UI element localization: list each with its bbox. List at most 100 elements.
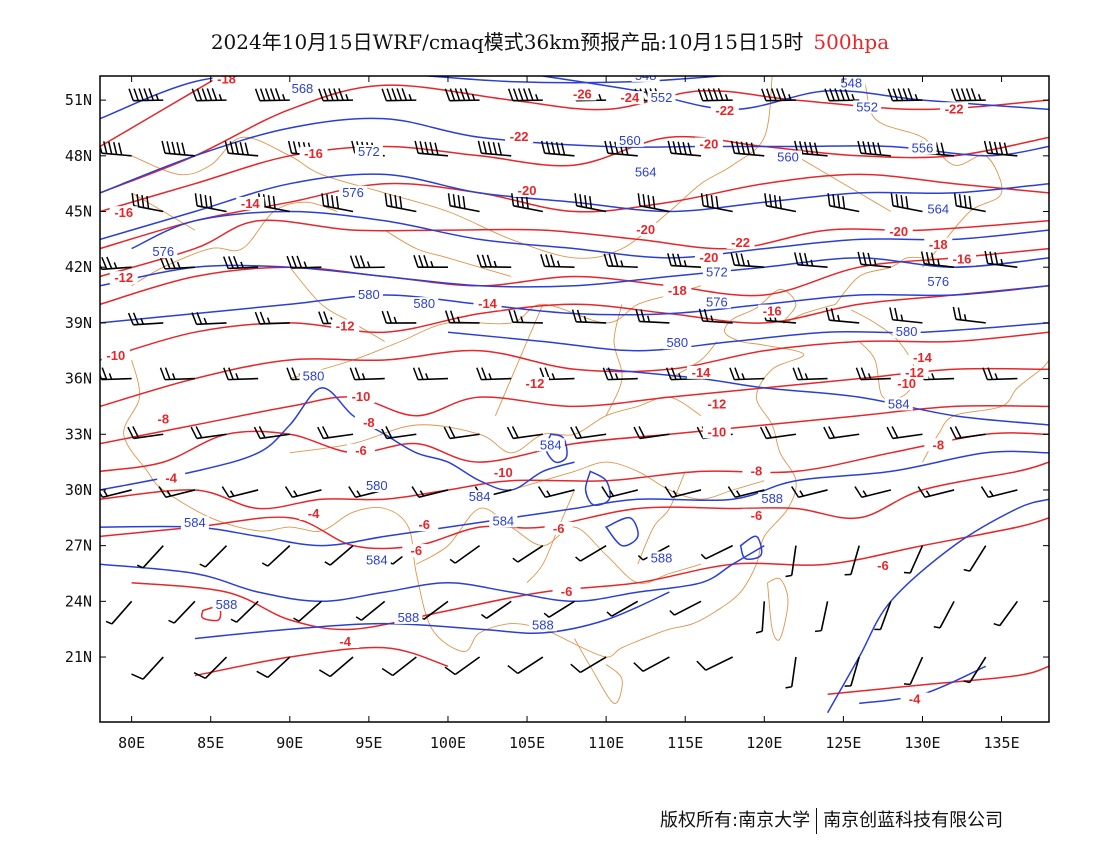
height-contour-line — [420, 76, 729, 84]
height-label-background — [924, 202, 953, 216]
wind-barb — [794, 140, 828, 157]
wind-barb — [476, 367, 512, 381]
height-label-background — [631, 76, 660, 82]
wind-barb — [261, 545, 291, 567]
temperature-label-background — [236, 196, 265, 210]
boundary-line — [289, 285, 702, 380]
wind-barbs — [100, 88, 1019, 689]
temperature-label-background — [520, 377, 549, 391]
temperature-label: -24 — [620, 90, 640, 105]
wind-barb — [917, 486, 955, 498]
temperature-label: -20 — [700, 250, 719, 265]
height-label: 564 — [927, 202, 949, 217]
wind-barb — [950, 88, 986, 102]
wind-barb — [730, 140, 765, 157]
wind-barb — [952, 306, 986, 324]
wind-barb — [633, 656, 670, 673]
lon-tick-label: 90E — [276, 734, 303, 752]
wind-barb — [444, 310, 480, 324]
height-label-background — [288, 81, 317, 95]
height-label-background — [647, 551, 676, 565]
temperature-label: -10 — [352, 389, 371, 404]
lon-tick-label: 80E — [118, 734, 145, 752]
height-label: 576 — [927, 274, 949, 289]
height-label: 552 — [651, 90, 673, 105]
height-label: 552 — [856, 99, 878, 114]
temperature-label: -12 — [707, 396, 726, 411]
wind-barb — [318, 88, 354, 102]
wind-barb — [158, 486, 196, 498]
wind-barb — [127, 312, 164, 326]
lat-tick-label: 27N — [65, 537, 92, 555]
wind-barb — [543, 600, 575, 618]
temperature-label: -10 — [897, 376, 916, 391]
wind-barb — [903, 656, 924, 686]
temperature-label: -12 — [526, 376, 545, 391]
isotherm-line — [100, 76, 222, 148]
temperature-label-background — [568, 87, 597, 101]
wind-barb — [603, 253, 638, 269]
lon-tick-label: 110E — [588, 734, 624, 752]
temperature-label-background — [331, 319, 360, 333]
wind-barb — [256, 656, 291, 679]
wind-barb — [222, 255, 259, 270]
wind-barb — [199, 545, 228, 568]
boundary-line — [131, 201, 338, 287]
wind-barb — [667, 253, 702, 268]
lat-tick-label: 33N — [65, 425, 92, 443]
height-label: 580 — [303, 369, 325, 384]
height-label: 588 — [216, 597, 238, 612]
wind-barb — [540, 140, 575, 157]
wind-barb — [785, 656, 797, 689]
height-contour-line — [826, 498, 1049, 714]
temperature-label: -20 — [518, 183, 537, 198]
wind-barb — [512, 544, 544, 563]
height-label: 548 — [635, 68, 657, 83]
temperature-label-background — [940, 102, 969, 116]
temperature-label: -12 — [905, 365, 924, 380]
temperature-label-background — [663, 284, 692, 298]
wind-barb — [635, 309, 670, 324]
wind-barb — [324, 545, 354, 566]
boundary-line — [384, 229, 512, 277]
wind-barb — [764, 193, 797, 213]
temperature-label: -10 — [106, 348, 125, 363]
temperature-label-background — [505, 130, 534, 144]
boundary-line — [131, 192, 196, 231]
temperature-label-background — [212, 76, 241, 86]
temperature-label: -26 — [573, 86, 592, 101]
temperature-label-background — [884, 224, 913, 238]
wind-barb — [606, 600, 639, 617]
temperature-label: -16 — [304, 146, 323, 161]
wind-barb — [827, 193, 860, 213]
height-label: 580 — [358, 287, 380, 302]
height-label: 588 — [761, 491, 783, 506]
wind-barb — [127, 426, 164, 440]
height-label: 580 — [413, 296, 435, 311]
wind-barb — [224, 140, 259, 157]
height-contour-line — [100, 117, 1049, 194]
lat-tick-label: 48N — [65, 147, 92, 165]
wind-barb — [159, 256, 195, 270]
temperature-label-background — [702, 397, 731, 411]
temperature-label-background — [742, 508, 771, 522]
temperature-label-background — [908, 351, 937, 365]
wind-barb — [414, 140, 449, 157]
wind-barb — [477, 140, 512, 157]
height-label-background — [908, 141, 937, 155]
temperature-label: -14 — [692, 365, 712, 380]
wind-barb — [319, 656, 354, 678]
wind-barb — [284, 486, 322, 498]
wind-barb — [664, 486, 702, 498]
wind-barb — [349, 367, 385, 381]
boundary-line — [494, 304, 544, 416]
wind-barb — [933, 600, 955, 629]
temperature-label: -10 — [494, 465, 513, 480]
plot-frame — [99, 75, 1050, 723]
temperature-label-background — [631, 222, 660, 236]
temperature-label: -18 — [668, 283, 687, 298]
temperature-label-background — [513, 183, 542, 197]
temperature-label-background — [109, 206, 138, 220]
temperature-label: -20 — [636, 222, 655, 237]
height-label: 556 — [912, 140, 934, 155]
